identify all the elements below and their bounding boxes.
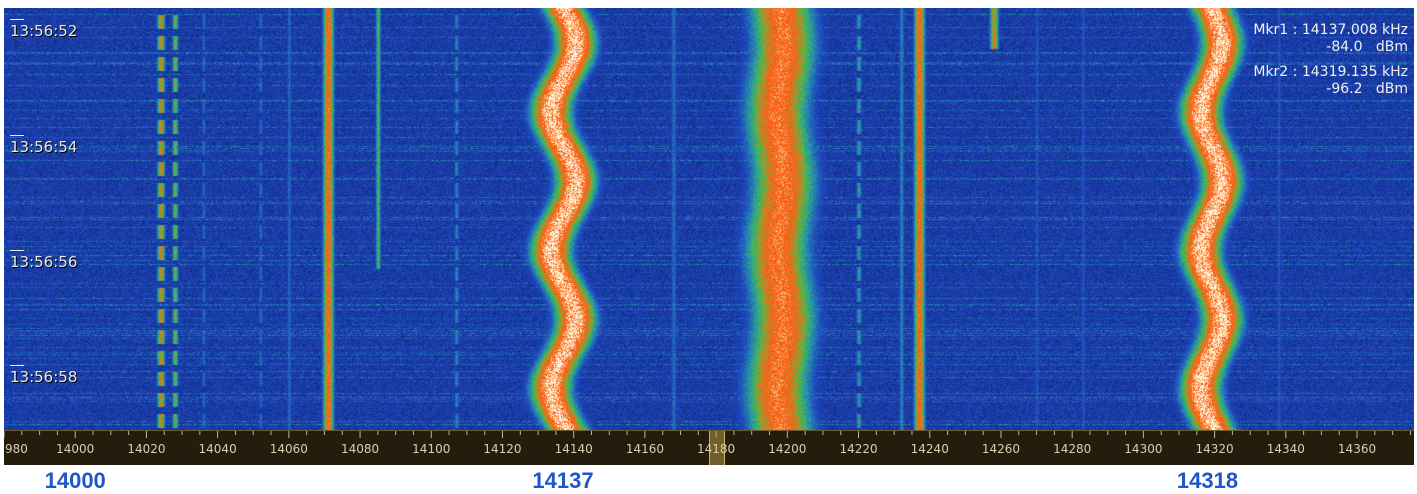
timestamp-label: 13:56:52 [10, 19, 78, 40]
axis-tick-label: 14260 [981, 442, 1021, 456]
marker-1-level: -84.0 [1326, 39, 1363, 55]
axis-tick-label: 14220 [839, 442, 878, 456]
marker-readout: Mkr1 : 14137.008 kHz -84.0 dBm Mkr2 : 14… [1253, 22, 1408, 106]
axis-tick-label: 14140 [554, 442, 593, 456]
axis-tick-label: 14240 [910, 442, 949, 456]
frequency-annotation: 14318 [1176, 468, 1239, 493]
marker-2-level: -96.2 [1326, 81, 1363, 97]
axis-tick-label: 14020 [127, 442, 166, 456]
marker-1[interactable]: Mkr1 : 14137.008 kHz -84.0 dBm [1253, 22, 1408, 55]
axis-tick-label: 14340 [1266, 442, 1305, 456]
marker-2-unit: dBm [1375, 81, 1408, 97]
timestamp-label: 13:56:58 [10, 365, 78, 386]
axis-tick-label: 14080 [340, 442, 380, 456]
marker-2-label: Mkr2 [1253, 64, 1289, 80]
axis-tick-label: 14040 [198, 442, 237, 456]
axis-tick-label: 14000 [56, 442, 95, 456]
timestamp-label: 13:56:56 [10, 250, 78, 271]
frequency-annotation: 14000 [44, 468, 106, 493]
frequency-axis-ticks [4, 431, 1411, 438]
waterfall-panel[interactable]: 13:56:52 13:56:54 13:56:56 13:56:58 Mkr1… [4, 8, 1414, 465]
axis-tick-label: 14060 [269, 442, 308, 456]
axis-tick-label: 14360 [1337, 442, 1377, 456]
tuning-cursor[interactable] [709, 431, 726, 465]
marker-1-label: Mkr1 [1253, 22, 1289, 38]
axis-tick-label: 14300 [1124, 442, 1163, 456]
axis-tick-label: 14160 [625, 442, 664, 456]
axis-tick-label: 14120 [483, 442, 522, 456]
waterfall-display[interactable] [4, 8, 1414, 430]
marker-2-frequency: 14319.135 kHz [1301, 64, 1408, 80]
axis-tick-label: 14180 [697, 442, 736, 456]
axis-tick-label: 14200 [768, 442, 807, 456]
axis-tick-label: 14280 [1053, 442, 1092, 456]
marker-1-frequency: 14137.008 kHz [1301, 22, 1408, 38]
axis-tick-label: 980 [5, 442, 28, 456]
marker-1-unit: dBm [1375, 39, 1408, 55]
marker-2[interactable]: Mkr2 : 14319.135 kHz -96.2 dBm [1253, 64, 1408, 97]
axis-tick-label: 14100 [412, 442, 451, 456]
frequency-axis[interactable]: 980 14000 14020 14040 14060 14080 14100 14120 14… [4, 430, 1414, 465]
frequency-annotation: 14137 [532, 468, 594, 493]
timestamp-label: 13:56:54 [10, 135, 78, 156]
axis-tick-label: 14320 [1195, 442, 1234, 456]
